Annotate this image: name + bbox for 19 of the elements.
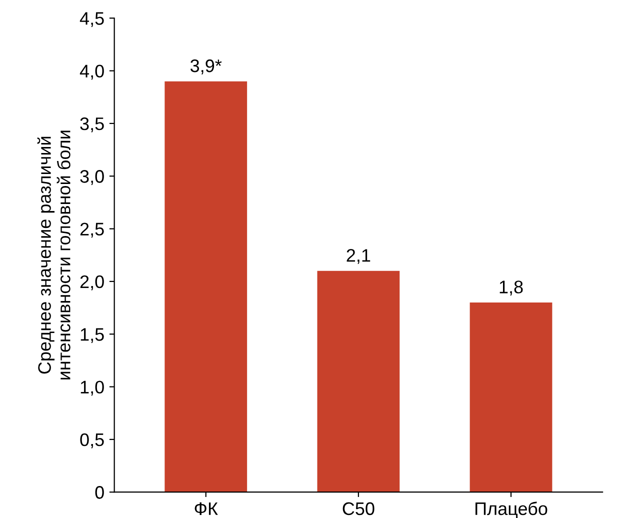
data-label: 3,9* [190,59,222,74]
y-tick-label: 3,5 [80,117,104,132]
y-tick-label: 0,5 [80,433,104,448]
y-tick-label: 4,0 [80,64,104,80]
y-tick-label: 0 [95,486,104,499]
y-tick-label: 1,5 [80,328,104,343]
y-tick-label: 3,0 [80,170,104,185]
x-tick-label: ФК [194,502,218,516]
data-label: 2,1 [346,249,370,264]
bar [164,81,248,492]
y-tick-label: 1,0 [80,380,104,396]
x-tick-label: С50 [342,502,374,516]
y-tick-label: 2,0 [80,275,104,290]
data-label: 1,8 [500,280,523,296]
y-tick-label: 2,5 [80,222,104,238]
bar [470,302,552,492]
y-tick-label: 4,5 [80,12,104,27]
y-axis-title: Среднее значение различий интенсивности головной боли [37,130,70,380]
bar [317,270,400,492]
